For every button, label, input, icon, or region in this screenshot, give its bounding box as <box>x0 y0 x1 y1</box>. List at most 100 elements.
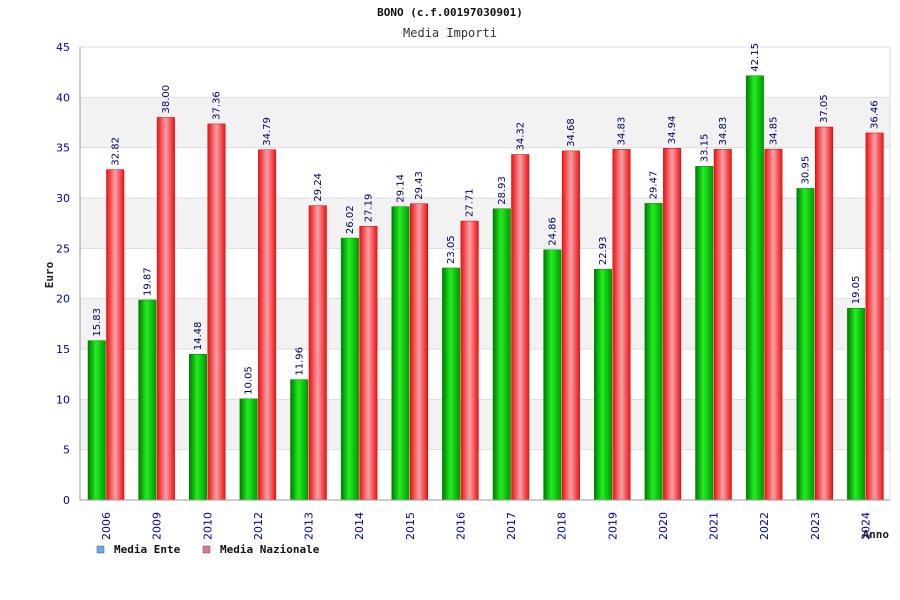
bar-media-nazionale-2018 <box>561 150 580 501</box>
bar-media-ente-2016 <box>442 267 461 501</box>
y-tick-label: 35 <box>56 142 70 155</box>
bar-media-nazionale-2014 <box>359 226 378 501</box>
value-label: 14.48 <box>193 322 204 351</box>
x-tick-label: 2017 <box>505 512 518 540</box>
x-tick-label: 2006 <box>100 512 113 540</box>
y-tick-label: 30 <box>56 192 70 205</box>
value-label: 34.79 <box>262 117 273 146</box>
value-label: 22.93 <box>598 237 609 266</box>
x-axis-label: Anno <box>863 528 890 541</box>
x-tick-label: 2013 <box>303 512 316 540</box>
value-label: 34.85 <box>768 117 779 146</box>
value-label: 34.94 <box>667 116 678 145</box>
bar-media-ente-2006 <box>87 340 106 501</box>
bar-media-nazionale-2017 <box>511 154 530 501</box>
legend: Media Ente Media Nazionale <box>96 543 320 556</box>
value-label: 29.14 <box>396 174 407 203</box>
x-tick-label: 2021 <box>708 512 721 540</box>
bar-media-nazionale-2016 <box>460 220 479 501</box>
bar-media-ente-2010 <box>189 353 207 501</box>
bar-media-ente-2023 <box>796 188 815 501</box>
x-tick-label: 2023 <box>809 512 822 540</box>
x-axis-ticks: 2006 2009 2010 2012 2013 2014 2015 2016 2017 2018… <box>100 512 872 540</box>
y-tick-label: 15 <box>56 343 70 356</box>
bar-media-nazionale-2015 <box>410 203 428 501</box>
bar-media-ente-2009 <box>138 299 157 501</box>
y-tick-label: 25 <box>56 242 70 255</box>
x-tick-label: 2010 <box>201 512 214 540</box>
value-label: 37.36 <box>212 91 223 120</box>
bar-media-nazionale-2013 <box>308 205 327 501</box>
x-tick-label: 2016 <box>454 512 467 540</box>
value-label: 37.05 <box>819 94 830 123</box>
bar-media-nazionale-2006 <box>106 169 125 501</box>
y-tick-label: 40 <box>56 91 70 104</box>
y-tick-label: 45 <box>56 41 70 54</box>
bar-media-ente-2018 <box>543 249 562 501</box>
value-label: 11.96 <box>294 347 305 376</box>
bar-media-ente-2019 <box>594 268 612 501</box>
value-label: 30.95 <box>801 156 812 185</box>
value-label: 19.87 <box>142 267 153 296</box>
value-label: 23.05 <box>446 235 457 264</box>
y-tick-label: 0 <box>63 494 70 507</box>
y-tick-label: 5 <box>63 444 70 457</box>
bar-media-nazionale-2020 <box>663 148 682 501</box>
bar-media-nazionale-2009 <box>156 117 175 501</box>
chart-subtitle: Media Importi <box>403 26 497 40</box>
value-labels: 15.83 32.82 19.87 38.00 14.48 37.36 10.05 34.79… <box>92 43 881 395</box>
bar-media-ente-2013 <box>290 379 309 501</box>
value-label: 32.82 <box>110 137 121 166</box>
bar-media-ente-2022 <box>745 75 764 501</box>
x-tick-label: 2012 <box>252 512 265 540</box>
value-label: 27.19 <box>363 194 374 223</box>
x-tick-label: 2018 <box>556 512 569 540</box>
bar-media-ente-2020 <box>644 203 663 501</box>
bar-media-nazionale-2022 <box>764 148 783 501</box>
value-label: 29.43 <box>414 171 425 200</box>
bars <box>87 75 884 501</box>
value-label: 28.93 <box>497 176 508 205</box>
value-label: 19.05 <box>851 276 862 305</box>
bar-media-nazionale-2019 <box>612 149 631 501</box>
value-label: 27.71 <box>465 188 476 217</box>
x-tick-label: 2009 <box>151 512 164 540</box>
bar-media-nazionale-2023 <box>815 126 833 501</box>
value-label: 34.83 <box>718 117 729 146</box>
bar-media-ente-2012 <box>239 398 258 501</box>
value-label: 10.05 <box>244 366 255 395</box>
legend-swatch-media-ente <box>96 545 105 554</box>
value-label: 15.83 <box>92 308 103 337</box>
bar-media-ente-2017 <box>492 208 511 501</box>
value-label: 29.24 <box>313 173 324 202</box>
x-tick-label: 2014 <box>353 512 366 540</box>
value-label: 29.47 <box>649 171 660 200</box>
bar-media-ente-2021 <box>695 166 714 501</box>
value-label: 24.86 <box>547 217 558 246</box>
value-label: 26.02 <box>345 205 356 234</box>
y-axis-ticks: 0 5 10 15 20 25 30 35 40 45 <box>56 41 70 507</box>
bar-media-ente-2014 <box>340 237 359 501</box>
bar-media-ente-2015 <box>391 206 410 501</box>
legend-swatch-media-nazionale <box>202 545 211 554</box>
y-tick-label: 10 <box>56 393 70 406</box>
y-tick-label: 20 <box>56 293 70 306</box>
x-tick-label: 2015 <box>404 512 417 540</box>
value-label: 34.32 <box>515 122 526 151</box>
bar-media-nazionale-2012 <box>258 149 277 501</box>
bar-media-nazionale-2021 <box>713 149 732 501</box>
x-tick-label: 2022 <box>758 512 771 540</box>
value-label: 36.46 <box>870 100 881 129</box>
x-tick-label: 2024 <box>859 512 872 540</box>
grid-band <box>80 47 890 98</box>
value-label: 34.68 <box>566 118 577 147</box>
bar-media-ente-2024 <box>847 307 866 501</box>
x-tick-label: 2020 <box>657 512 670 540</box>
value-label: 42.15 <box>750 43 761 72</box>
legend-label-media-ente: Media Ente <box>114 543 181 556</box>
value-label: 38.00 <box>161 85 172 114</box>
bar-media-nazionale-2024 <box>865 132 884 501</box>
value-label: 33.15 <box>699 134 710 163</box>
x-tick-label: 2019 <box>606 512 619 540</box>
